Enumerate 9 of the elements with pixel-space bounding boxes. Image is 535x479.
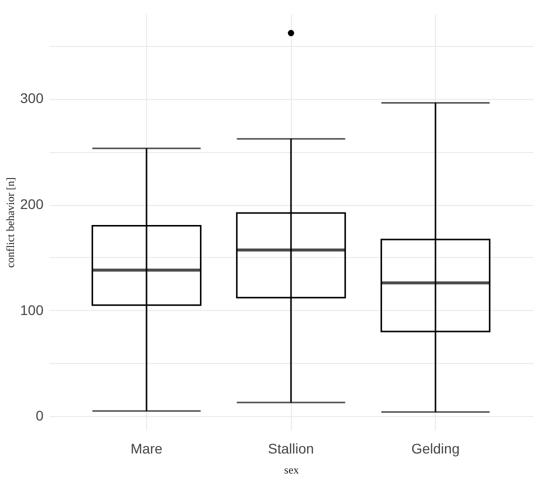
y-axis-title: conflict behavior [n] bbox=[5, 177, 18, 268]
y-tick-label: 100 bbox=[20, 302, 44, 318]
x-tick-label: Gelding bbox=[411, 440, 460, 456]
y-tick-label: 0 bbox=[36, 408, 44, 424]
x-axis-title: sex bbox=[284, 464, 300, 476]
y-tick-label: 200 bbox=[20, 196, 44, 212]
x-tick-label: Mare bbox=[130, 440, 163, 456]
y-tick-label: 300 bbox=[20, 90, 44, 106]
x-tick-label: Stallion bbox=[268, 440, 314, 456]
